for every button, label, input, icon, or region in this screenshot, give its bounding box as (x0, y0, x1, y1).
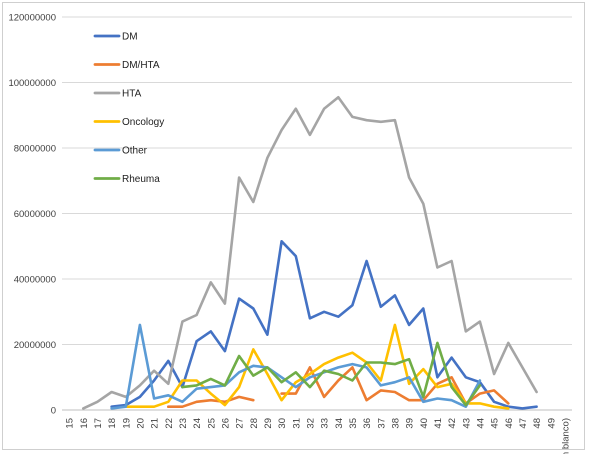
x-tick-label: 45 (490, 418, 501, 429)
legend-item: HTA (93, 89, 142, 100)
x-tick-label: 30 (277, 418, 288, 429)
series-lines (82, 95, 538, 410)
x-tick-label: 35 (348, 418, 359, 429)
legend-label: Other (122, 146, 148, 157)
y-tick-label: 80000000 (14, 144, 56, 155)
series-other (110, 323, 482, 410)
x-tick-label: 22 (164, 418, 175, 429)
series-line (82, 95, 538, 410)
x-tick-label: 29 (263, 418, 274, 429)
x-tick-label: 28 (249, 418, 260, 429)
series-line (124, 323, 510, 410)
legend-label: HTA (122, 89, 142, 100)
legend-label: DM/HTA (122, 60, 160, 71)
x-tick-label: 40 (419, 418, 430, 429)
y-tick-label: 0 (51, 406, 56, 417)
x-tick-label: 17 (93, 418, 104, 429)
x-tick-label: 25 (206, 418, 217, 429)
x-tick-label: 37 (376, 418, 387, 429)
x-tick-label: 23 (178, 418, 189, 429)
x-tick-label: 18 (107, 418, 118, 429)
legend-item: DM (93, 32, 138, 43)
x-tick-label: 49 (546, 418, 557, 429)
legend-item: DM/HTA (93, 60, 160, 71)
series-rheuma (181, 341, 482, 407)
x-tick-label: 39 (405, 418, 416, 429)
legend-label: Oncology (122, 117, 164, 128)
legend-item: Other (93, 146, 148, 157)
x-tick-label: 42 (447, 418, 458, 429)
legend-item: Oncology (93, 117, 164, 128)
y-axis-ticks: 0 20000000 40000000 60000000 80000000 1000000… (8, 13, 56, 417)
x-tick-label: 21 (150, 418, 161, 429)
x-axis-ticks: 15 16 17 18 19 20 21 22 23 24 25 26 27 28 29 30 31 32 33 34… (65, 418, 572, 454)
series-oncology (124, 323, 510, 410)
x-tick-label: 15 (65, 418, 76, 429)
y-tick-label: 100000000 (8, 78, 56, 89)
x-tick-label: 36 (362, 418, 373, 429)
y-tick-label: 20000000 (14, 340, 56, 351)
x-tick-label: 27 (235, 418, 246, 429)
series-line (110, 240, 538, 410)
y-tick-label: 40000000 (14, 275, 56, 286)
x-tick-label: 20 (135, 418, 146, 429)
series-hta (82, 95, 538, 410)
x-tick-label: 32 (305, 418, 316, 429)
series-dm (110, 240, 538, 410)
x-tick-label: 26 (220, 418, 231, 429)
x-tick-label: (en blanco) (560, 418, 571, 454)
x-tick-label: 24 (192, 418, 203, 429)
x-tick-label: 46 (504, 418, 515, 429)
x-tick-label: 31 (291, 418, 302, 429)
x-tick-label: 41 (433, 418, 444, 429)
series-line (167, 395, 255, 409)
gridlines (62, 16, 572, 411)
legend: DM DM/HTA HTA Oncology Other Rheuma (93, 32, 164, 185)
x-tick-label: 38 (390, 418, 401, 429)
x-tick-label: 34 (334, 418, 345, 429)
x-tick-label: 33 (320, 418, 331, 429)
y-tick-label: 120000000 (8, 13, 56, 24)
y-tick-label: 60000000 (14, 209, 56, 220)
legend-item: Rheuma (93, 174, 160, 185)
series-line (280, 366, 510, 405)
series-line (110, 323, 482, 410)
series-line (181, 341, 482, 407)
x-tick-label: 47 (518, 418, 529, 429)
legend-label: DM (122, 32, 138, 43)
x-tick-label: 43 (461, 418, 472, 429)
x-tick-label: 48 (532, 418, 543, 429)
legend-label: Rheuma (122, 174, 160, 185)
x-tick-label: 44 (475, 418, 486, 429)
x-tick-label: 16 (79, 418, 90, 429)
x-tick-label: 19 (121, 418, 132, 429)
